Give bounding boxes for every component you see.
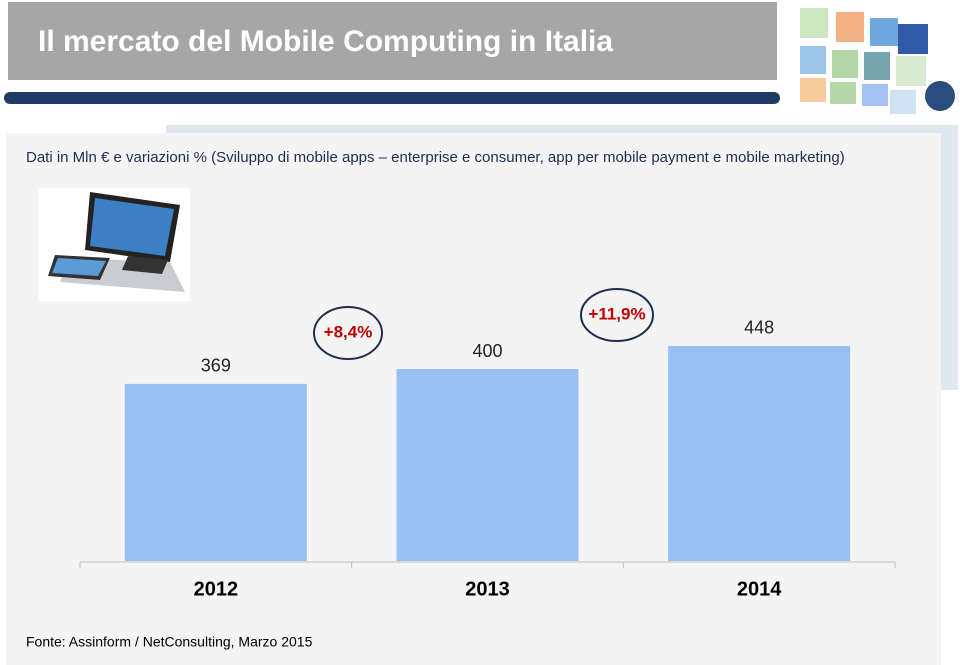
data-label: 369 — [201, 356, 231, 376]
data-label: 448 — [744, 318, 774, 338]
bar — [668, 345, 851, 561]
slide-title: Il mercato del Mobile Computing in Itali… — [38, 25, 613, 58]
logo — [800, 8, 955, 114]
source: Fonte: Assinform / NetConsulting, Marzo … — [26, 634, 313, 650]
subtitle: Dati in Mln € e variazioni % (Sviluppo d… — [26, 149, 845, 166]
header-rule — [4, 92, 780, 104]
data-label: 400 — [472, 341, 502, 361]
title-bar — [8, 2, 777, 80]
x-tick-label: 2013 — [465, 578, 510, 600]
annotation: +11,9% — [588, 304, 645, 323]
annotation-circle — [580, 288, 654, 342]
annotation-circle — [313, 306, 383, 360]
bar — [396, 369, 579, 561]
x-tick-label: 2014 — [737, 578, 782, 600]
devices-image — [38, 188, 190, 301]
annotation: +8,4% — [324, 322, 373, 341]
bar — [124, 383, 307, 561]
x-tick-label: 2012 — [194, 578, 239, 600]
